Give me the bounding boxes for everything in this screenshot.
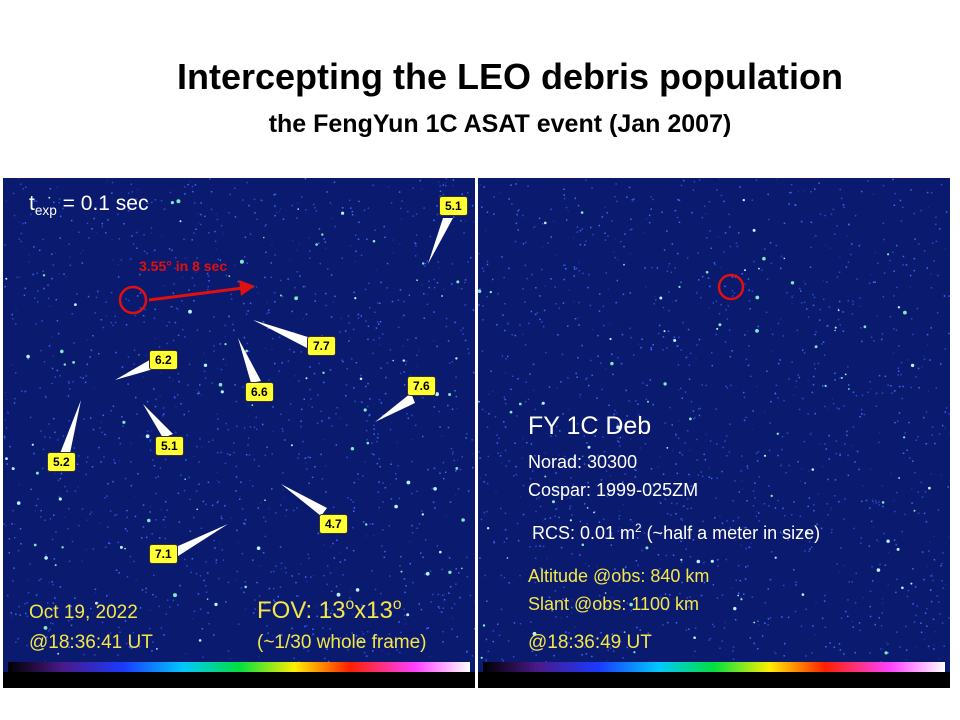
mag-label-6-2: 6.2 bbox=[149, 350, 178, 370]
scale-bar-base bbox=[3, 672, 475, 688]
pointer-6-6 bbox=[238, 338, 261, 383]
scale-bar-base bbox=[478, 672, 950, 688]
pointer-7-1 bbox=[169, 524, 228, 558]
tracked-object-circle bbox=[118, 285, 148, 315]
mag-label-5-1-top: 5.1 bbox=[439, 196, 468, 216]
callout-pointers bbox=[59, 218, 453, 558]
observation-time-left: @18:36:41 UT bbox=[29, 632, 153, 653]
altitude: Altitude @obs: 840 km bbox=[528, 566, 710, 586]
field-of-view: FOV: 13ox13o bbox=[257, 596, 402, 624]
pointer-5-1-mid bbox=[143, 404, 173, 438]
color-scale-bar bbox=[8, 662, 470, 672]
mag-label-5-1-mid: 5.1 bbox=[155, 436, 184, 456]
pointer-7-7 bbox=[253, 320, 311, 348]
debris-object-circle bbox=[717, 273, 745, 301]
mag-label-7-1: 7.1 bbox=[149, 544, 178, 564]
background-noise bbox=[478, 178, 950, 664]
motion-label: 3.55° in 8 sec bbox=[139, 258, 228, 274]
mag-label-7-6: 7.6 bbox=[407, 376, 436, 396]
mag-label-5-2: 5.2 bbox=[47, 452, 76, 472]
page-subtitle: the FengYun 1C ASAT event (Jan 2007) bbox=[268, 110, 732, 138]
exposure-time: texp = 0.1 sec bbox=[29, 192, 149, 219]
object-name: FY 1C Deb bbox=[528, 412, 652, 440]
right-image-panel: FY 1C Deb Norad: 30300 Cospar: 1999-025Z… bbox=[478, 178, 950, 688]
fov-note: (~1/30 whole frame) bbox=[257, 632, 427, 653]
cospar-id: Cospar: 1999-025ZM bbox=[528, 480, 699, 500]
left-image-panel: texp = 0.1 sec 3.55° in 8 sec 5.1 7.7 6.… bbox=[3, 178, 475, 688]
norad-id: Norad: 30300 bbox=[528, 452, 638, 472]
pointer-4-7 bbox=[281, 484, 327, 516]
radar-cross-section: RCS: 0.01 m2 (~half a meter in size) bbox=[532, 522, 821, 543]
motion-arrow bbox=[118, 280, 255, 315]
right-starfield bbox=[478, 178, 950, 688]
observation-date: Oct 19, 2022 bbox=[29, 602, 138, 623]
mag-label-7-7: 7.7 bbox=[307, 336, 336, 356]
page-title: Intercepting the LEO debris population bbox=[176, 56, 844, 97]
pointer-6-2 bbox=[115, 358, 157, 380]
pointer-7-6 bbox=[375, 393, 415, 422]
arrow-head bbox=[239, 280, 255, 296]
slant-range: Slant @obs: 1100 km bbox=[528, 594, 700, 614]
observation-time-right: @18:36:49 UT bbox=[528, 632, 652, 653]
pointer-5-1-top bbox=[428, 218, 453, 264]
mag-label-4-7: 4.7 bbox=[319, 514, 348, 534]
mag-label-6-6: 6.6 bbox=[245, 382, 274, 402]
color-scale-bar bbox=[483, 662, 945, 672]
pointer-5-2 bbox=[59, 400, 81, 458]
